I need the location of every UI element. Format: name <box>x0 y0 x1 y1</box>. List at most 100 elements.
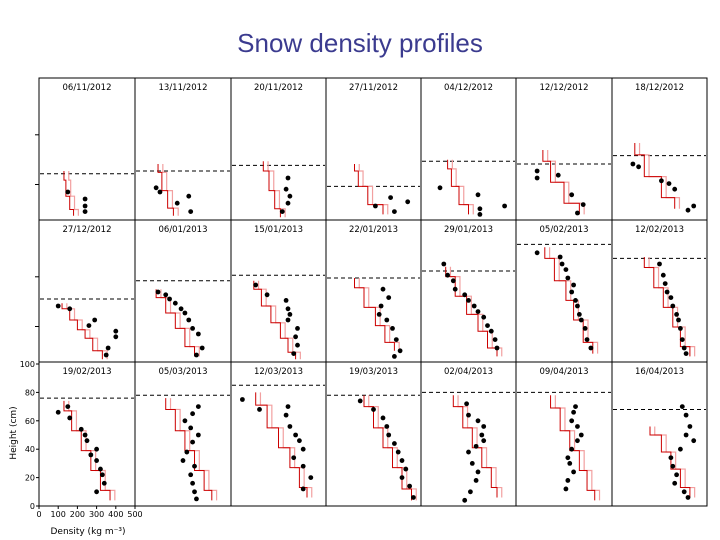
panel-frame <box>230 219 327 363</box>
observed-point <box>668 295 674 300</box>
observed-point <box>534 250 540 256</box>
observed-point <box>464 401 469 407</box>
observed-point <box>481 438 487 444</box>
panel: 22/01/2013 <box>325 219 422 363</box>
observed-point <box>475 469 481 475</box>
model-profile <box>155 289 196 357</box>
observed-point <box>285 306 291 312</box>
observed-point <box>65 404 71 409</box>
y-tick-label: 80 <box>25 388 35 397</box>
panel-date-label: 22/01/2013 <box>349 225 398 235</box>
observed-point <box>82 209 88 215</box>
panel: 19/03/2013 <box>325 361 422 507</box>
observed-point <box>466 412 471 418</box>
observed-point <box>84 438 90 444</box>
observed-point <box>279 209 285 215</box>
observed-point <box>287 193 293 199</box>
observed-point <box>563 486 569 492</box>
observed-point <box>441 261 447 267</box>
observed-point <box>163 292 169 298</box>
observed-point <box>683 351 689 356</box>
observed-point <box>113 334 119 340</box>
panel-date-label: 05/02/2013 <box>540 225 589 235</box>
observed-point <box>683 432 689 438</box>
observed-point <box>186 317 192 323</box>
panel-date-label: 19/03/2013 <box>349 367 398 377</box>
observed-point <box>681 345 687 351</box>
observed-point <box>565 478 571 483</box>
observed-point <box>563 267 569 272</box>
observed-point <box>685 495 691 500</box>
observed-point <box>674 312 679 317</box>
x-tick-label: 100 <box>51 510 66 519</box>
observed-point <box>287 312 293 317</box>
observed-point <box>105 345 111 351</box>
observed-point <box>180 458 186 463</box>
observed-point <box>86 323 92 328</box>
observed-point <box>471 303 477 309</box>
panel-frame <box>325 361 422 507</box>
observed-point <box>473 443 479 449</box>
panel-frame <box>325 77 422 221</box>
observed-point <box>184 449 190 455</box>
observed-point <box>679 337 685 342</box>
panel-date-label: 12/02/2013 <box>635 225 684 235</box>
observed-point <box>672 186 678 192</box>
observed-point <box>681 489 687 495</box>
panel: 02/04/2013 <box>420 361 517 507</box>
observed-point <box>485 323 490 328</box>
observed-point <box>392 441 397 446</box>
y-tick-label: 40 <box>25 445 35 454</box>
panel: 04/12/2012 <box>420 77 517 221</box>
observed-point <box>357 398 363 404</box>
model-profile <box>157 164 174 216</box>
observed-point <box>578 432 584 438</box>
observed-point <box>571 469 576 475</box>
observed-point <box>384 424 390 429</box>
panel: 05/03/2013 <box>134 361 232 507</box>
panel: 06/01/2013 <box>134 219 232 363</box>
observed-point <box>186 193 192 199</box>
observed-point <box>188 209 194 215</box>
panel: 05/02/2013 <box>515 219 613 363</box>
panel-frame <box>420 219 517 363</box>
observed-point <box>283 298 289 303</box>
y-axis-label: Height (cm) <box>9 406 19 459</box>
y-tick-label: 100 <box>20 360 35 369</box>
observed-point <box>569 418 575 424</box>
observed-point <box>670 463 676 469</box>
panel-date-label: 06/01/2013 <box>159 225 208 235</box>
observed-point <box>411 495 416 500</box>
panel: 12/02/2013 <box>611 219 708 363</box>
observed-point <box>492 337 498 342</box>
observed-point <box>178 306 184 312</box>
observed-point <box>192 489 197 495</box>
observed-point <box>188 425 194 431</box>
observed-point <box>395 449 401 455</box>
observed-point <box>297 438 302 444</box>
observed-point <box>190 439 196 445</box>
observed-point <box>578 317 584 323</box>
observed-point <box>300 463 306 469</box>
observed-point <box>82 432 88 438</box>
observed-point <box>580 202 586 208</box>
observed-point <box>55 409 61 415</box>
model-profile <box>634 143 676 209</box>
observed-point <box>687 424 693 429</box>
chart-title: Snow density profiles <box>237 28 483 58</box>
observed-point <box>240 397 245 402</box>
observed-point <box>481 424 487 429</box>
panel-date-label: 27/12/2012 <box>63 225 112 235</box>
model-profile <box>363 395 412 501</box>
observed-point <box>283 412 289 418</box>
observed-point <box>664 289 670 295</box>
panel-date-label: 13/11/2012 <box>159 83 208 93</box>
panel: 20/11/2012 <box>230 77 327 221</box>
model-profile-light <box>68 171 79 216</box>
observed-point <box>190 326 196 331</box>
observed-point <box>295 342 300 348</box>
observed-point <box>569 192 575 198</box>
observed-point <box>437 185 443 191</box>
observed-point <box>674 472 679 478</box>
observed-point <box>190 480 196 486</box>
